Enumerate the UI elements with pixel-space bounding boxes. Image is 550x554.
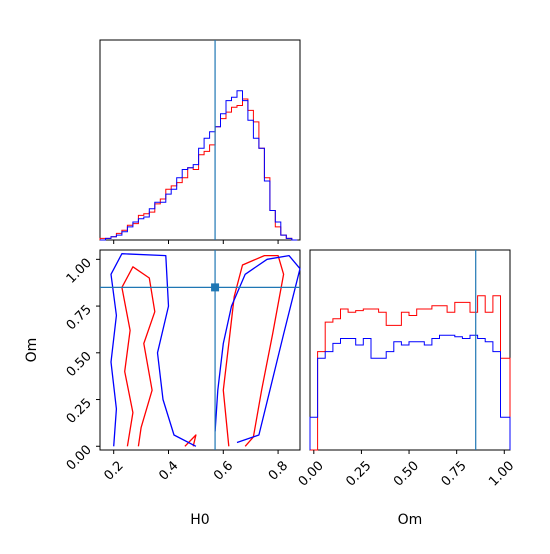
- h0-marginal-frame: [99, 39, 301, 241]
- om-x-axis-label: Om: [398, 512, 423, 528]
- joint-truth-markers: [100, 250, 300, 450]
- h0-hist-series-1: [100, 90, 298, 241]
- om-x-tick-label-4: 1.00: [486, 458, 517, 489]
- contour-3: [110, 253, 197, 447]
- om-hist-series-0: [310, 295, 511, 451]
- joint-y-tick-label-2: 0.50: [64, 349, 95, 380]
- joint-y-tick-label-0: 0.00: [64, 442, 95, 473]
- joint-x-axis-label: H0: [190, 512, 209, 528]
- joint-x-tick-label-1: 0.4: [156, 458, 181, 483]
- joint-contours: [110, 253, 301, 447]
- contour-1: [184, 434, 197, 447]
- om-histograms: [309, 250, 511, 451]
- joint-panel: 0.2 0.4 0.6 0.8 0.00 0.25 0.50 0.75 1.00 H0 Om: [24, 249, 301, 528]
- om-x-tick-label-3: 0.75: [439, 458, 470, 489]
- h0-hist-series-0: [99, 98, 298, 241]
- h0-histograms: [99, 40, 298, 241]
- contour-4: [214, 254, 301, 444]
- joint-x-ticks: 0.2 0.4 0.6 0.8: [102, 450, 291, 484]
- joint-y-axis-label: Om: [24, 338, 40, 363]
- om-x-tick-label-0: 0.00: [296, 458, 327, 489]
- om-x-tick-label-2: 0.50: [391, 458, 422, 489]
- joint-x-tick-label-0: 0.2: [102, 458, 127, 483]
- joint-y-tick-label-4: 1.00: [64, 256, 95, 287]
- joint-x-tick-label-3: 0.8: [266, 458, 291, 483]
- om-marginal-frame: [309, 249, 511, 451]
- contour-0: [121, 266, 156, 447]
- h0-marginal-ticks: [113, 240, 279, 244]
- h0-marginal-panel: [99, 39, 301, 244]
- joint-x-tick-label-2: 0.6: [211, 458, 236, 483]
- om-x-tick-label-1: 0.25: [343, 458, 374, 489]
- om-hist-series-1: [309, 334, 511, 450]
- joint-y-ticks: 0.00 0.25 0.50 0.75 1.00: [64, 256, 100, 474]
- joint-y-tick-label-1: 0.25: [64, 396, 95, 427]
- om-marginal-panel: 0.00 0.25 0.50 0.75 1.00 Om: [296, 249, 517, 528]
- joint-truth-marker: [211, 283, 220, 292]
- contour-2: [222, 254, 285, 447]
- joint-y-tick-label-3: 0.75: [64, 302, 95, 333]
- joint-frame: [99, 249, 301, 451]
- om-x-ticks: 0.00 0.25 0.50 0.75 1.00: [296, 450, 517, 490]
